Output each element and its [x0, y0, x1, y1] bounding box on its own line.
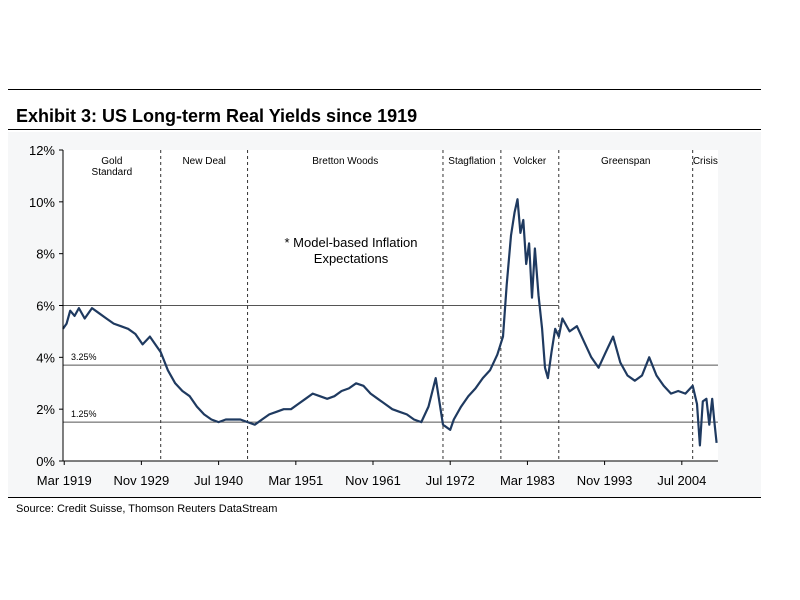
era-label: Crisis — [693, 156, 718, 167]
y-tick-label: 2% — [36, 402, 55, 417]
era-label: Greenspan — [601, 156, 650, 167]
era-label: Gold — [101, 156, 122, 167]
era-label: New Deal — [182, 156, 225, 167]
y-tick-label: 8% — [36, 247, 55, 262]
annotation-text: Expectations — [314, 251, 389, 266]
x-tick-label: Mar 1919 — [37, 473, 92, 488]
top-rule — [8, 89, 761, 90]
y-tick-label: 0% — [36, 454, 55, 469]
source-note: Source: Credit Suisse, Thomson Reuters D… — [16, 503, 278, 515]
series-line — [62, 198, 718, 447]
era-label: Bretton Woods — [312, 156, 378, 167]
x-tick-label: Nov 1961 — [345, 473, 401, 488]
chart-panel: 3.25% 1.25% Gold Standard New Deal Bretton Wo… — [8, 132, 761, 497]
chart-title: Exhibit 3: US Long-term Real Yields sinc… — [16, 106, 418, 126]
annotation-text: * Model-based Inflation — [285, 235, 418, 250]
title-rule — [8, 129, 761, 130]
reference-line-label: 3.25% — [71, 352, 97, 362]
x-tick-label: Mar 1983 — [500, 473, 555, 488]
x-tick-label: Jul 1940 — [194, 473, 243, 488]
y-tick-label: 10% — [29, 195, 55, 210]
x-tick-label: Jul 1972 — [426, 473, 475, 488]
era-label: Volcker — [513, 156, 546, 167]
y-tick-label: 6% — [36, 299, 55, 314]
y-tick-label: 12% — [29, 143, 55, 158]
x-tick-label: Nov 1929 — [114, 473, 170, 488]
x-tick-label: Mar 1951 — [268, 473, 323, 488]
y-tick-label: 4% — [36, 350, 55, 365]
x-tick-label: Jul 2004 — [657, 473, 706, 488]
era-label: Standard — [92, 167, 133, 178]
reference-line-label: 1.25% — [71, 409, 97, 419]
era-label: Stagflation — [448, 156, 495, 167]
bottom-rule — [8, 497, 761, 498]
x-tick-label: Nov 1993 — [577, 473, 633, 488]
